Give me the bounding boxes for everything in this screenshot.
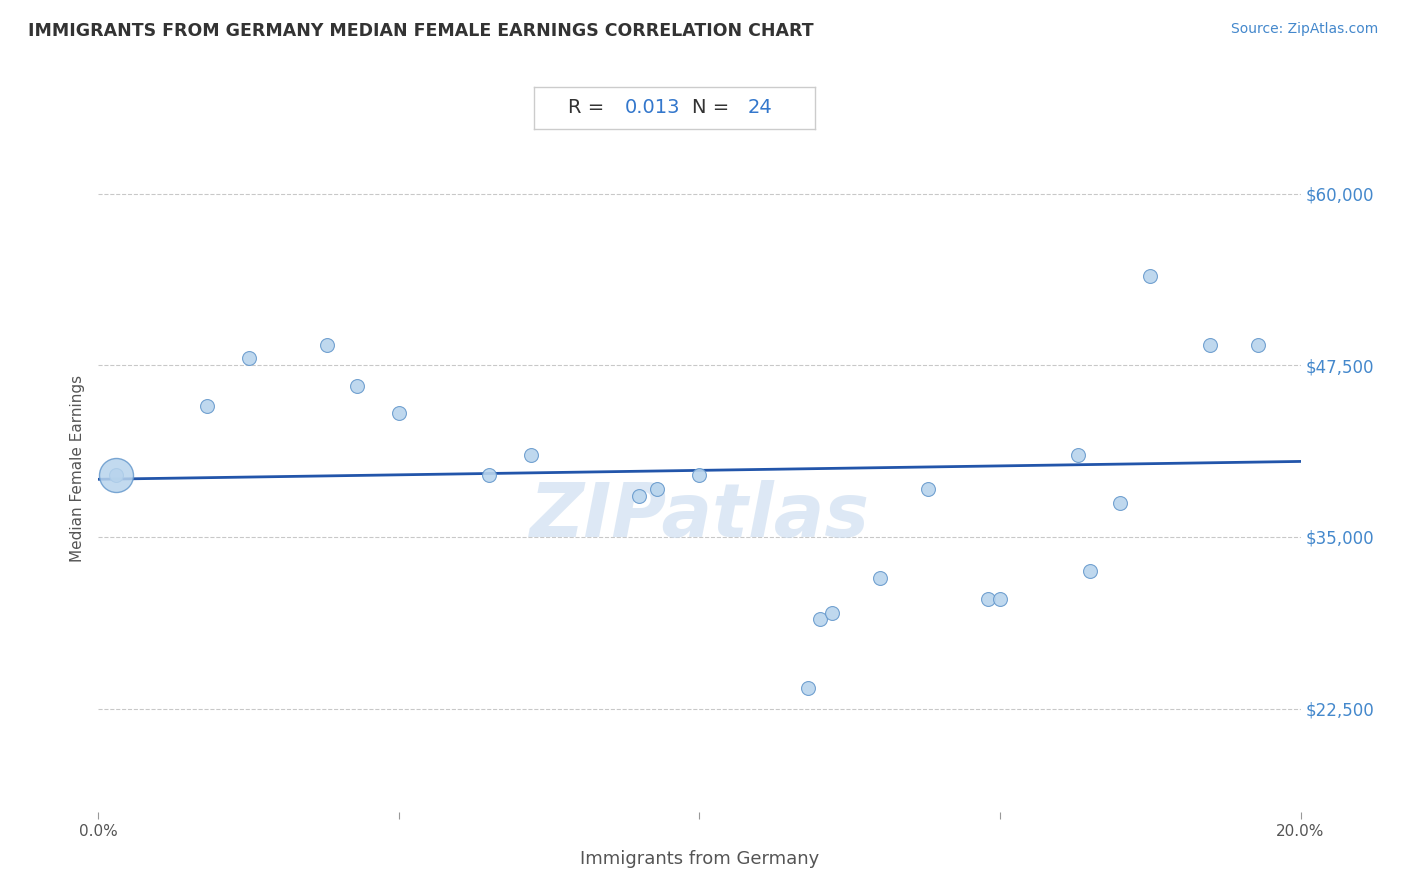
Point	[105, 468, 128, 483]
Point	[628, 489, 651, 503]
Text: 0.013: 0.013	[624, 98, 679, 118]
Point	[478, 468, 501, 483]
Point	[1247, 337, 1270, 351]
Point	[821, 606, 844, 620]
Point	[977, 591, 1000, 606]
Point	[238, 351, 260, 366]
Text: 24: 24	[748, 98, 773, 118]
Point	[346, 379, 368, 393]
Point	[917, 482, 939, 496]
Point	[647, 482, 669, 496]
X-axis label: Immigrants from Germany: Immigrants from Germany	[579, 850, 820, 868]
Y-axis label: Median Female Earnings: Median Female Earnings	[69, 375, 84, 562]
Point	[1067, 448, 1090, 462]
Point	[689, 468, 711, 483]
Point	[869, 571, 891, 585]
Point	[1199, 337, 1222, 351]
Point	[1139, 268, 1161, 283]
Point	[520, 448, 543, 462]
Point	[388, 406, 411, 420]
Text: ZIPatlas: ZIPatlas	[530, 480, 869, 553]
Text: R =: R =	[568, 98, 605, 118]
Point	[988, 591, 1011, 606]
Point	[105, 468, 128, 483]
Point	[195, 400, 218, 414]
Point	[315, 337, 337, 351]
Point	[796, 681, 818, 695]
Text: N =: N =	[692, 98, 728, 118]
Point	[1109, 495, 1132, 509]
Point	[1078, 564, 1101, 578]
Text: Source: ZipAtlas.com: Source: ZipAtlas.com	[1230, 22, 1378, 37]
Text: IMMIGRANTS FROM GERMANY MEDIAN FEMALE EARNINGS CORRELATION CHART: IMMIGRANTS FROM GERMANY MEDIAN FEMALE EA…	[28, 22, 814, 40]
Point	[808, 612, 831, 626]
